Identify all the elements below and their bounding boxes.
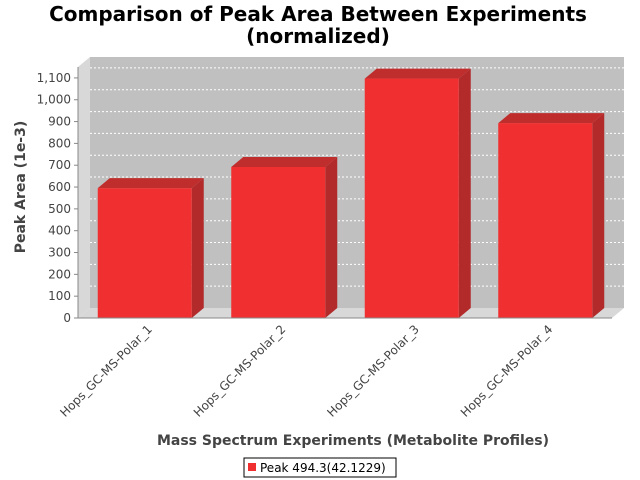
bar-side (325, 156, 338, 318)
y-tick-label: 700 (48, 158, 71, 172)
bar (364, 78, 459, 318)
y-tick-label: 100 (48, 289, 71, 303)
bar-top (498, 113, 605, 124)
bar-top (231, 156, 338, 167)
y-tick-label: 400 (48, 224, 71, 238)
bar (97, 188, 192, 318)
chart-title: Comparison of Peak Area Between Experime… (49, 2, 587, 26)
legend: Peak 494.3(42.1229) (243, 457, 397, 478)
y-tick-label: 300 (48, 246, 71, 260)
bar-side (191, 178, 204, 318)
y-axis-label: Peak Area (1e-3) (13, 121, 29, 254)
chart-subtitle: (normalized) (246, 24, 390, 48)
x-tick-label: Hops_GC-MS-Polar_2 (191, 322, 289, 420)
y-tick-label: 600 (48, 180, 71, 194)
legend-swatch (248, 463, 256, 471)
x-axis: Hops_GC-MS-Polar_1 Hops_GC-MS-Polar_2 Hops… (57, 317, 612, 420)
x-tick-label: Hops_GC-MS-Polar_4 (458, 322, 556, 420)
y-tick-label: 900 (48, 115, 71, 129)
bar (498, 123, 593, 318)
x-tick-label: Hops_GC-MS-Polar_3 (324, 322, 422, 420)
y-tick-label: 500 (48, 202, 71, 216)
legend-box (243, 457, 397, 478)
plot-floor (78, 308, 624, 318)
bar-side (592, 113, 605, 318)
y-tick-label: 0 (63, 311, 71, 325)
x-axis-label: Mass Spectrum Experiments (Metabolite Pr… (157, 433, 549, 449)
plot-back-wall (90, 57, 624, 308)
x-tick-label: Hops_GC-MS-Polar_1 (57, 322, 155, 420)
y-tick-label: 1,000 (37, 93, 71, 107)
bar (231, 166, 326, 318)
bar-side (458, 68, 471, 318)
plot-side-wall (78, 57, 90, 318)
y-tick-label: 800 (48, 136, 71, 150)
y-tick-label: 200 (48, 267, 71, 281)
y-tick-label: 1,100 (37, 71, 71, 85)
legend-label: Peak 494.3(42.1229) (260, 461, 386, 475)
bars (97, 68, 605, 318)
bar-top (364, 68, 471, 79)
plot-area (78, 57, 624, 318)
bar-top (97, 178, 204, 189)
y-axis: 0 100 200 300 400 500 600 700 800 900 1,000 1,100 (37, 67, 79, 325)
